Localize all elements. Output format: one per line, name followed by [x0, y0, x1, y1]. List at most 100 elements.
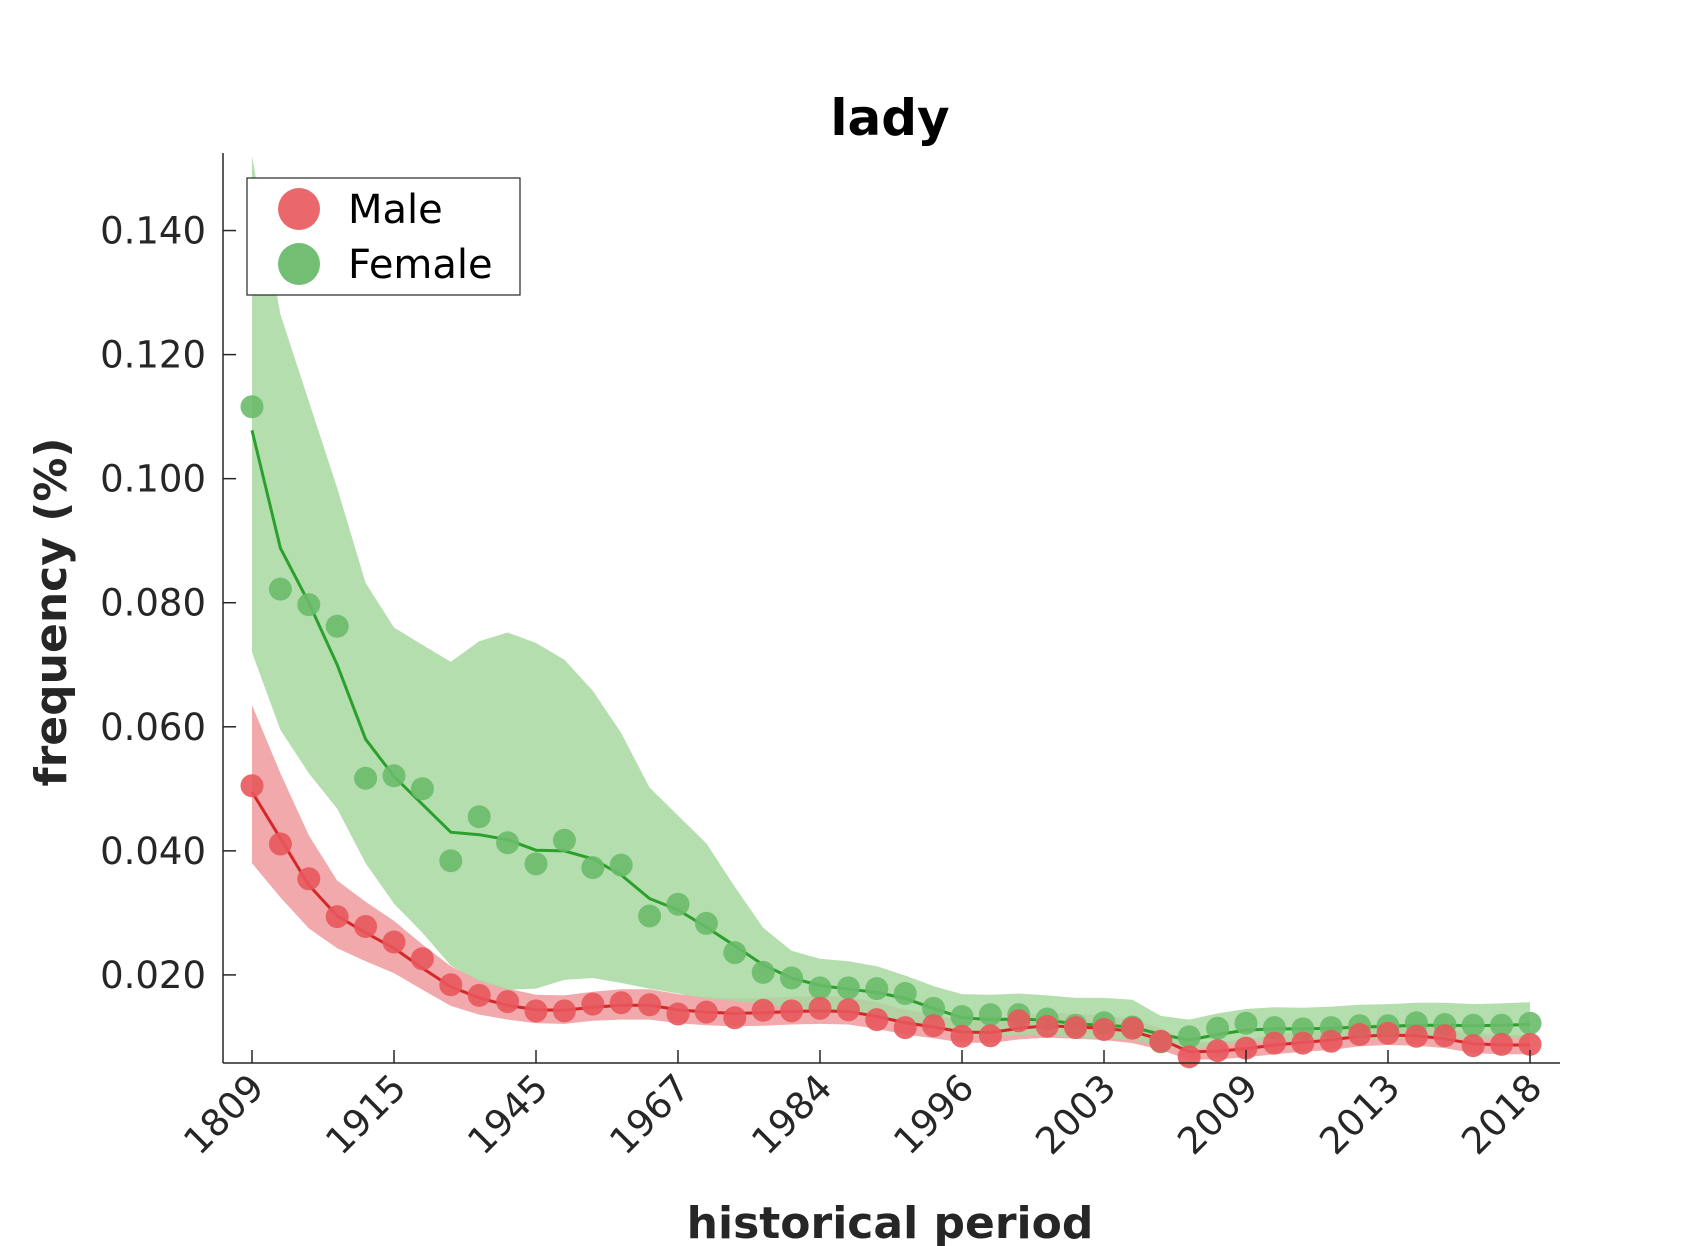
- male-point: [354, 915, 378, 938]
- legend-marker-female: [278, 243, 320, 285]
- female-point: [552, 828, 576, 852]
- male-point: [467, 983, 491, 1007]
- male-point: [1433, 1024, 1457, 1048]
- male-point: [893, 1016, 917, 1040]
- male-point: [950, 1024, 974, 1048]
- chart-title: lady: [830, 89, 949, 147]
- female-point: [410, 777, 434, 801]
- y-tick-label: 0.100: [100, 458, 206, 501]
- female-point: [297, 593, 321, 617]
- male-point: [1234, 1036, 1258, 1060]
- x-tick-label: 1984: [743, 1066, 840, 1163]
- female-point: [666, 892, 690, 916]
- y-tick-label: 0.080: [100, 582, 206, 625]
- y-tick-label: 0.020: [100, 954, 206, 997]
- male-point: [1461, 1034, 1485, 1058]
- female-point: [1461, 1013, 1485, 1037]
- legend: Male Female: [246, 177, 521, 296]
- y-tick-label: 0.140: [100, 210, 206, 253]
- female-point: [268, 577, 292, 601]
- female-point: [1518, 1011, 1542, 1035]
- data-points: [240, 395, 1542, 1069]
- male-point: [808, 996, 832, 1020]
- y-ticks: 0.020 0.040 0.060 0.080 0.100 0.120 0.140: [100, 210, 236, 997]
- male-point: [240, 774, 264, 798]
- female-confidence-band: [252, 156, 1530, 1051]
- x-tick-label: 2013: [1311, 1066, 1408, 1163]
- female-point: [836, 976, 860, 1000]
- male-point: [1490, 1032, 1514, 1056]
- axes: [222, 153, 1560, 1064]
- male-point: [1035, 1014, 1059, 1038]
- male-point: [978, 1024, 1002, 1048]
- y-tick-label: 0.060: [100, 706, 206, 749]
- male-point: [524, 999, 548, 1023]
- legend-marker-male: [278, 188, 320, 230]
- female-point: [1490, 1013, 1514, 1037]
- male-trend-line: [250, 791, 1530, 1054]
- female-point: [694, 911, 718, 935]
- male-point: [1319, 1029, 1343, 1053]
- female-point: [638, 904, 662, 928]
- male-point: [666, 1002, 690, 1026]
- x-tick-label: 2018: [1453, 1066, 1550, 1163]
- male-point: [1064, 1016, 1088, 1040]
- x-tick-label: 1996: [885, 1066, 982, 1163]
- female-trend-line: [250, 429, 1531, 1042]
- male-point: [694, 1000, 718, 1024]
- female-point: [581, 856, 605, 880]
- male-point: [609, 991, 633, 1015]
- x-axis-label: historical period: [687, 1198, 1094, 1246]
- x-tick-label: 1915: [317, 1066, 414, 1163]
- female-point: [893, 982, 917, 1005]
- female-point: [1206, 1016, 1230, 1040]
- female-point: [354, 766, 378, 790]
- female-point: [950, 1005, 974, 1028]
- male-point: [1404, 1024, 1428, 1048]
- male-point: [581, 992, 605, 1016]
- female-point: [780, 966, 804, 990]
- x-tick-label: 2009: [1169, 1066, 1266, 1163]
- male-point: [922, 1014, 946, 1038]
- female-point: [723, 941, 747, 965]
- x-ticks: 1809 1915 1945 1967 1984 1996 2003 2009 2013 2018: [175, 1050, 1550, 1163]
- legend-label-female: Female: [348, 242, 493, 288]
- male-point: [552, 999, 576, 1023]
- female-point: [978, 1003, 1002, 1027]
- male-point: [751, 998, 775, 1022]
- male-point: [410, 947, 434, 971]
- female-point: [808, 976, 832, 1000]
- male-point: [1007, 1009, 1031, 1033]
- male-point: [268, 832, 292, 856]
- male-point: [780, 999, 804, 1023]
- male-point: [382, 930, 406, 954]
- male-point: [1376, 1021, 1400, 1045]
- male-point: [1206, 1039, 1230, 1063]
- male-point: [297, 867, 321, 891]
- male-point: [723, 1006, 747, 1030]
- male-point: [496, 990, 520, 1014]
- y-tick-label: 0.120: [100, 334, 206, 377]
- male-point: [1291, 1031, 1315, 1055]
- female-point: [496, 831, 520, 855]
- female-point: [751, 960, 775, 984]
- male-point: [1348, 1023, 1372, 1046]
- male-point: [325, 905, 349, 929]
- x-tick-label: 1967: [601, 1066, 698, 1163]
- x-tick-label: 1945: [459, 1066, 556, 1163]
- female-point: [467, 805, 491, 829]
- female-point: [922, 996, 946, 1020]
- male-point: [638, 993, 662, 1017]
- female-point: [240, 395, 264, 419]
- x-tick-label: 1809: [175, 1066, 272, 1163]
- female-point: [439, 849, 463, 873]
- x-tick-label: 2003: [1027, 1066, 1124, 1163]
- male-point: [1177, 1045, 1201, 1069]
- male-point: [439, 973, 463, 997]
- male-point: [1120, 1016, 1144, 1040]
- male-point: [1092, 1018, 1116, 1041]
- female-point: [382, 764, 406, 788]
- female-point: [1234, 1011, 1258, 1035]
- y-axis-label: frequency (%): [26, 437, 77, 786]
